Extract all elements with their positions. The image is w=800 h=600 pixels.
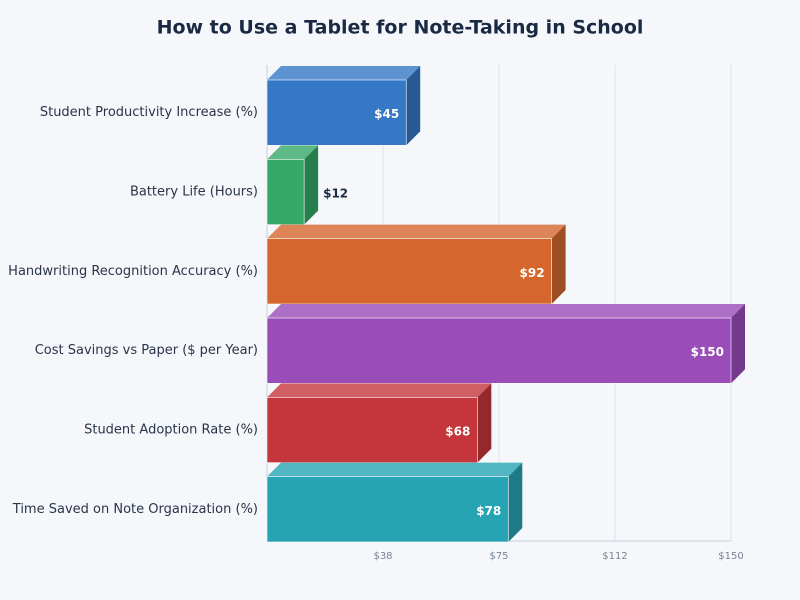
y-tick-label: Student Adoption Rate (%) xyxy=(84,423,258,438)
bar-top xyxy=(267,462,523,477)
bar-side xyxy=(551,224,566,304)
value-label: $92 xyxy=(520,266,545,280)
bar xyxy=(266,79,407,146)
x-tick-label: $38 xyxy=(373,551,392,562)
y-tick-label: Cost Savings vs Paper ($ per Year) xyxy=(35,343,258,358)
value-label: $12 xyxy=(323,187,348,201)
y-tick-label: Battery Life (Hours) xyxy=(130,185,258,200)
x-tick-label: $75 xyxy=(489,551,508,562)
bar xyxy=(266,238,552,305)
bar-side xyxy=(731,304,745,384)
bar-top xyxy=(267,304,745,318)
bar-top xyxy=(267,145,319,160)
y-tick-label: Handwriting Recognition Accuracy (%) xyxy=(8,264,258,279)
bar-top xyxy=(267,383,492,398)
bar-side xyxy=(406,66,421,146)
bar-side xyxy=(508,462,523,542)
bar xyxy=(266,317,732,384)
chart-title: How to Use a Tablet for Note-Taking in S… xyxy=(157,17,644,39)
bar-top xyxy=(267,224,566,239)
y-tick-label: Time Saved on Note Organization (%) xyxy=(12,502,258,517)
value-label: $150 xyxy=(691,345,724,359)
value-label: $45 xyxy=(374,107,399,121)
bar-side xyxy=(477,383,492,463)
bar xyxy=(266,159,305,225)
x-tick-label: $150 xyxy=(718,551,743,562)
bar-top xyxy=(267,66,421,80)
value-label: $68 xyxy=(445,425,470,439)
x-tick-label: $112 xyxy=(602,551,627,562)
bar-side xyxy=(304,145,319,225)
bar xyxy=(266,476,509,543)
value-label: $78 xyxy=(476,504,501,518)
bar xyxy=(266,397,478,463)
y-tick-label: Student Productivity Increase (%) xyxy=(40,105,258,120)
